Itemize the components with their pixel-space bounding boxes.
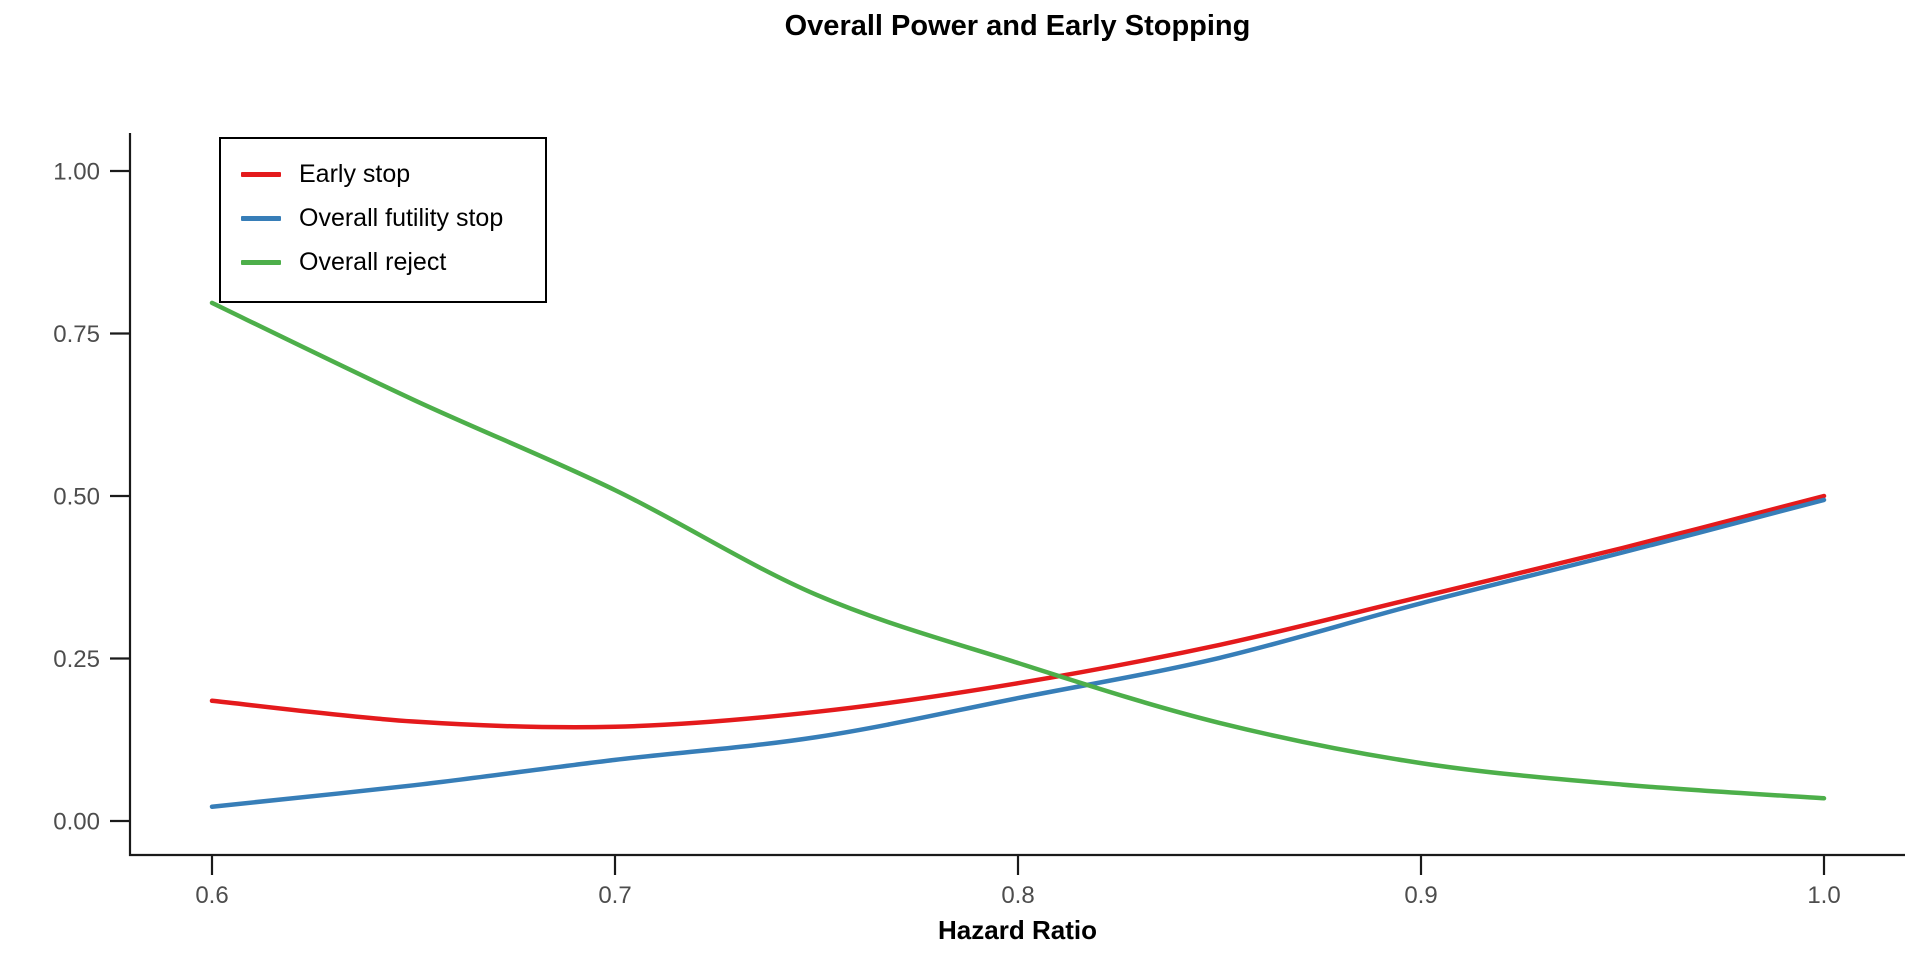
chart-title: Overall Power and Early Stopping — [784, 10, 1251, 42]
legend-line-swatch-icon — [241, 171, 281, 177]
x-tick-label: 0.8 — [1001, 882, 1034, 909]
legend-item-label: Overall futility stop — [299, 203, 504, 232]
legend-item-label: Overall reject — [299, 247, 447, 276]
legend-item: Overall futility stop — [241, 196, 545, 240]
y-tick-label: 0.25 — [53, 646, 100, 673]
legend-item: Early stop — [241, 152, 545, 196]
y-tick-label: 0.50 — [53, 483, 100, 510]
series-line-overall-futility-stop — [209, 497, 1827, 809]
series-line-overall-reject — [209, 300, 1827, 801]
x-tick-label: 0.6 — [195, 882, 228, 909]
y-tick-label: 1.00 — [53, 158, 100, 185]
legend-item-label: Early stop — [299, 159, 411, 188]
x-axis-title: Hazard Ratio — [938, 915, 1097, 945]
x-tick-label: 1.0 — [1807, 882, 1840, 909]
axis-lines — [128, 133, 1905, 857]
x-tick-label: 0.9 — [1404, 882, 1437, 909]
legend-line-swatch-icon — [241, 215, 281, 221]
y-tick-label: 0.00 — [53, 808, 100, 835]
series-line-early-stop — [209, 493, 1827, 730]
legend: Early stop Overall futility stop Overall r… — [219, 137, 547, 303]
legend-line-swatch-icon — [241, 259, 281, 265]
x-tick-label: 0.7 — [598, 882, 631, 909]
legend-item: Overall reject — [241, 240, 545, 284]
y-tick-label: 0.75 — [53, 321, 100, 348]
